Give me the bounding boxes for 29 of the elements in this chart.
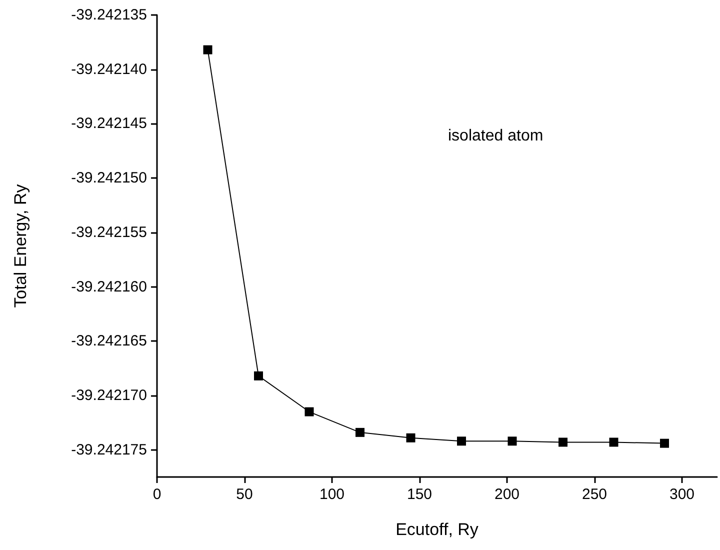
- x-tick-label: 50: [236, 486, 253, 503]
- x-tick-label: 100: [319, 486, 345, 503]
- x-tick-label: 200: [494, 486, 520, 503]
- x-tick-label: 300: [669, 486, 695, 503]
- point: [304, 407, 314, 416]
- y-tick-label: -39.242170: [71, 386, 147, 404]
- point: [356, 428, 364, 437]
- point: [660, 438, 669, 448]
- point: [457, 436, 466, 446]
- y-tick-label: -39.242145: [71, 115, 147, 132]
- point: [203, 45, 212, 54]
- y-axis-title: Total Energy, Ry: [11, 184, 30, 308]
- point: [609, 438, 618, 447]
- x-tick-label: 250: [582, 486, 608, 503]
- x-tick-label: 0: [152, 486, 162, 503]
- y-tick-label: -39.242160: [71, 278, 147, 296]
- point: [406, 433, 416, 442]
- point: [508, 436, 517, 446]
- point: [254, 371, 263, 380]
- y-tick-label: -39.242155: [71, 224, 147, 241]
- annotation: isolated atom: [448, 128, 544, 144]
- y-tick-label: -39.242140: [71, 60, 147, 78]
- x-tick-label: 150: [406, 486, 432, 503]
- y-tick-label: -39.242175: [71, 441, 147, 458]
- y-tick-label: -39.242165: [71, 332, 147, 350]
- point: [558, 438, 568, 447]
- y-tick-label: -39.242135: [71, 6, 147, 24]
- x-axis-title: Ecutoff, Ry: [396, 520, 479, 539]
- y-tick-label: -39.242150: [71, 170, 147, 187]
